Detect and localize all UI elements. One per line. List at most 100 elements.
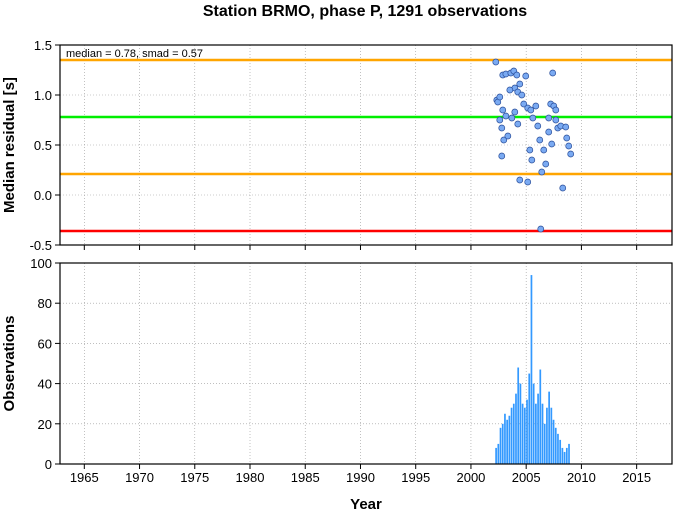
point (545, 128, 553, 136)
point (545, 114, 553, 122)
point (528, 156, 536, 164)
x-tick-label: 2015 (622, 470, 651, 485)
point (496, 93, 504, 101)
bar (528, 373, 531, 464)
bar (506, 419, 509, 464)
bar (499, 427, 502, 464)
point (498, 152, 506, 160)
bar (495, 447, 497, 464)
point (499, 106, 507, 114)
y-tick-label: 0.5 (34, 138, 52, 153)
x-axis-label: Year (350, 496, 382, 511)
y-axis-label: Median residual [s] (1, 77, 18, 213)
point (529, 114, 537, 122)
point (506, 86, 514, 94)
x-tick-label: 1975 (180, 470, 209, 485)
point (502, 112, 510, 120)
point (500, 136, 508, 144)
point (563, 134, 571, 142)
bar (548, 391, 550, 464)
plot-frame (59, 262, 673, 465)
bar (526, 399, 528, 464)
y-tick-label: 1.5 (34, 38, 52, 53)
x-tick-label: 2000 (456, 470, 485, 485)
point (538, 168, 546, 176)
point (504, 132, 512, 140)
bar (552, 419, 555, 464)
bar (535, 403, 537, 464)
point (516, 176, 524, 184)
y-tick-label: -0.5 (30, 238, 52, 253)
y-tick-label: 60 (38, 336, 52, 351)
bar (546, 407, 548, 464)
point (522, 72, 530, 80)
x-tick-label: 2005 (512, 470, 541, 485)
point (549, 69, 557, 77)
y-tick-label: 0.0 (34, 188, 52, 203)
bar (554, 427, 557, 464)
bar (559, 439, 562, 464)
point (518, 91, 526, 99)
point (548, 140, 556, 148)
x-tick-label: 1965 (70, 470, 99, 485)
point (542, 160, 550, 168)
x-tick-label: 1990 (346, 470, 375, 485)
bar (517, 367, 520, 464)
point (524, 178, 532, 186)
bar (565, 447, 568, 464)
y-tick-label: 40 (38, 377, 52, 392)
y-tick-label: 100 (30, 256, 52, 271)
plot-frame (59, 44, 673, 246)
point (514, 120, 522, 128)
bar (504, 413, 506, 464)
chart-title: Station BRMO, phase P, 1291 observations (203, 3, 527, 20)
x-tick-label: 2010 (567, 470, 596, 485)
point (511, 108, 519, 116)
point (534, 122, 542, 130)
y-tick-label: 20 (38, 417, 52, 432)
bar (532, 383, 535, 464)
bar (510, 407, 513, 464)
point (516, 80, 524, 88)
point (559, 184, 567, 192)
point (537, 225, 545, 233)
annotation: median = 0.78, smad = 0.57 (66, 48, 203, 60)
point (498, 124, 506, 132)
point (567, 150, 575, 158)
bar (541, 403, 544, 464)
point (526, 146, 534, 154)
bar (550, 407, 553, 464)
point (562, 123, 570, 131)
bar (521, 403, 524, 464)
y-tick-label: 80 (38, 296, 52, 311)
bar (523, 407, 526, 464)
bar (497, 443, 500, 464)
bar (501, 423, 504, 464)
bar (543, 423, 546, 464)
point (527, 106, 535, 114)
y-axis-label: Observations (1, 316, 18, 412)
bar (530, 275, 533, 464)
x-tick-label: 1985 (291, 470, 320, 485)
point (492, 58, 500, 66)
point (508, 114, 516, 122)
point (496, 116, 504, 124)
bar (508, 415, 511, 464)
x-tick-label: 1980 (236, 470, 265, 485)
point (520, 100, 528, 108)
bar (537, 393, 539, 464)
point (565, 142, 573, 150)
y-tick-label: 1.0 (34, 88, 52, 103)
bar (519, 383, 522, 464)
bar (515, 393, 517, 464)
x-tick-label: 1970 (125, 470, 154, 485)
point (552, 116, 560, 124)
bar (561, 447, 564, 464)
bar (539, 369, 542, 464)
y-tick-label: 0 (45, 457, 52, 472)
bar (557, 433, 559, 464)
x-tick-label: 1995 (401, 470, 430, 485)
bar (512, 403, 515, 464)
point (540, 146, 548, 154)
